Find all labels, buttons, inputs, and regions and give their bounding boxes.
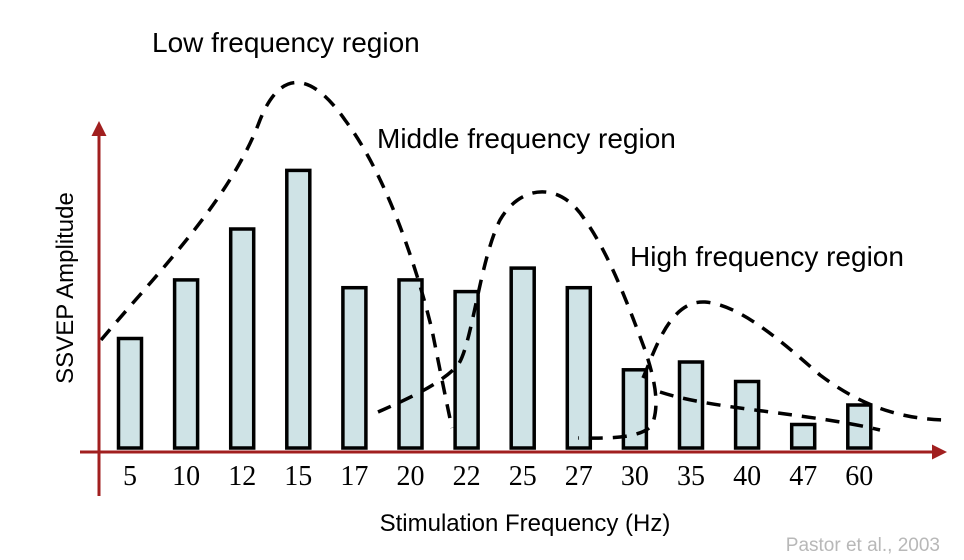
bar-10hz (172, 278, 200, 450)
high-region-label: High frequency region (630, 241, 904, 272)
middle-frequency-curve (377, 190, 658, 440)
bar-47hz (789, 422, 817, 450)
bar-17hz (341, 285, 368, 450)
x-tick-label: 20 (397, 461, 425, 492)
x-tick-label: 27 (565, 461, 593, 492)
x-axis-title: Stimulation Frequency (Hz) (380, 510, 671, 537)
bar-30hz (621, 368, 649, 450)
bar-22hz (453, 289, 480, 450)
x-tick-label: 47 (789, 461, 817, 492)
bar-5hz (116, 336, 144, 450)
bar-35hz (677, 360, 705, 450)
x-tick-label: 60 (845, 461, 873, 492)
x-tick-label: 10 (172, 461, 200, 492)
high-frequency-curve (641, 300, 951, 422)
x-tick-label: 35 (677, 461, 705, 492)
source-credit: Pastor et al., 2003 (786, 535, 940, 556)
x-tick-label: 17 (340, 461, 368, 492)
x-tick-label: 22 (453, 461, 481, 492)
x-tick-label: 12 (228, 461, 256, 492)
y-axis-title: SSVEP Amplitude (52, 192, 79, 384)
bar-25hz (509, 266, 536, 450)
high-frequency-tail-curve (659, 390, 881, 432)
bar-20hz (397, 278, 424, 450)
bars-group (116, 168, 873, 450)
bar-12hz (228, 227, 256, 450)
x-tick-label: 40 (733, 461, 761, 492)
bar-27hz (565, 285, 593, 450)
low-frequency-curve (99, 80, 454, 429)
x-tick-label: 5 (123, 461, 137, 492)
x-tick-label: 15 (284, 461, 312, 492)
low-region-label: Low frequency region (152, 27, 420, 58)
middle-region-label: Middle frequency region (377, 123, 676, 154)
bar-15hz (285, 168, 312, 450)
bar-40hz (733, 379, 761, 450)
x-tick-labels: 5 10 12 15 17 20 22 25 27 30 35 40 47 60 (123, 461, 873, 492)
x-tick-label: 30 (621, 461, 649, 492)
x-tick-label: 25 (509, 461, 537, 492)
